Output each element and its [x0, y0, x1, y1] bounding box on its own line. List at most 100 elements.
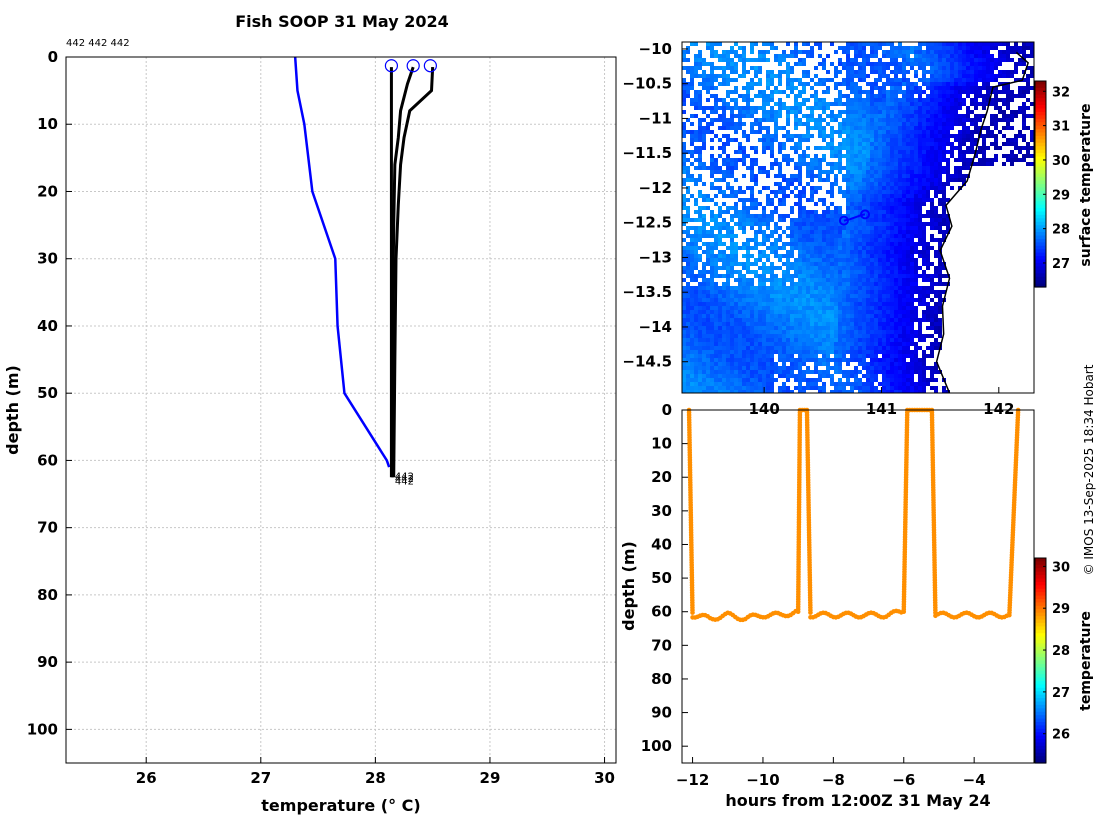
sst-cell — [1006, 94, 1010, 98]
sst-cell — [918, 190, 922, 194]
sst-cell — [902, 210, 906, 214]
sst-cell — [878, 366, 882, 370]
sst-cell — [782, 102, 786, 106]
sst-cell — [954, 166, 958, 170]
sst-cell — [766, 278, 770, 282]
sst-cell — [830, 78, 834, 82]
sst-cell — [682, 102, 686, 106]
sst-cell — [894, 138, 898, 142]
sst-cell — [798, 302, 802, 306]
sst-cell — [726, 318, 730, 322]
sst-cell — [782, 134, 786, 138]
sst-cell — [806, 214, 810, 218]
sst-cell — [818, 330, 822, 334]
sst-cell — [902, 250, 906, 254]
sst-cell — [890, 226, 894, 230]
sst-cell — [742, 342, 746, 346]
sst-cell — [914, 82, 918, 86]
sst-cell — [926, 286, 930, 290]
sst-cell — [882, 330, 886, 334]
sst-cell — [698, 342, 702, 346]
figure-title: Fish SOOP 31 May 2024 — [235, 12, 449, 31]
sst-cell — [730, 286, 734, 290]
sst-cell — [758, 250, 762, 254]
sst-cell — [810, 242, 814, 246]
sst-cell — [714, 362, 718, 366]
sst-cell — [730, 274, 734, 278]
sst-cell — [778, 62, 782, 66]
sst-cell — [890, 258, 894, 262]
sst-cell — [826, 106, 830, 110]
sst-cell — [870, 254, 874, 258]
sst-cell — [874, 186, 878, 190]
sst-cell — [802, 334, 806, 338]
sst-cell — [902, 70, 906, 74]
sst-cell — [886, 82, 890, 86]
sst-cell — [914, 262, 918, 266]
sst-cell — [778, 166, 782, 170]
sst-cell — [870, 210, 874, 214]
sst-cell — [754, 362, 758, 366]
sst-cell — [990, 162, 994, 166]
sst-cell — [818, 262, 822, 266]
sst-cell — [930, 210, 934, 214]
sst-cell — [842, 354, 846, 358]
sst-cell — [722, 66, 726, 70]
sst-cell — [742, 302, 746, 306]
sst-cell — [766, 82, 770, 86]
sst-cell — [810, 342, 814, 346]
sst-cell — [750, 122, 754, 126]
sst-cell — [810, 346, 814, 350]
sst-cell — [866, 226, 870, 230]
sst-cell — [750, 106, 754, 110]
sst-cell — [718, 58, 722, 62]
sst-cell — [850, 150, 854, 154]
sst-cell — [1030, 162, 1034, 166]
sst-cell — [790, 254, 794, 258]
sst-cell — [850, 190, 854, 194]
sst-cell — [930, 342, 934, 346]
sst-cell — [962, 74, 966, 78]
sst-cell — [858, 102, 862, 106]
sst-cell — [942, 58, 946, 62]
sst-cell — [886, 350, 890, 354]
sst-cell — [786, 234, 790, 238]
sst-cell — [682, 162, 686, 166]
sst-cell — [814, 302, 818, 306]
sst-cell — [794, 270, 798, 274]
sst-cell — [890, 146, 894, 150]
sst-cell — [966, 82, 970, 86]
sst-cell — [762, 326, 766, 330]
sst-cell — [802, 234, 806, 238]
sst-cell — [770, 250, 774, 254]
sst-cell — [894, 98, 898, 102]
sst-cell — [946, 106, 950, 110]
sst-cell — [930, 274, 934, 278]
sst-cell — [858, 202, 862, 206]
sst-cell — [778, 78, 782, 82]
sst-cell — [734, 346, 738, 350]
sst-cell — [930, 42, 934, 46]
sst-cell — [826, 270, 830, 274]
sst-cell — [742, 86, 746, 90]
sst-cell — [866, 310, 870, 314]
sst-cell — [810, 162, 814, 166]
sst-cell — [842, 370, 846, 374]
sst-cell — [874, 266, 878, 270]
sst-cell — [802, 82, 806, 86]
sst-cell — [842, 238, 846, 242]
sst-cell — [718, 178, 722, 182]
sst-cell — [726, 174, 730, 178]
sst-cell — [686, 58, 690, 62]
sst-cell — [694, 158, 698, 162]
sst-cell — [866, 326, 870, 330]
sst-cell — [846, 290, 850, 294]
sst-cell — [878, 238, 882, 242]
sst-cell — [946, 218, 950, 222]
sst-cell — [894, 286, 898, 290]
sst-cell — [930, 50, 934, 54]
sst-cell — [838, 98, 842, 102]
sst-cell — [982, 158, 986, 162]
sst-cell — [922, 186, 926, 190]
sst-cell — [782, 298, 786, 302]
